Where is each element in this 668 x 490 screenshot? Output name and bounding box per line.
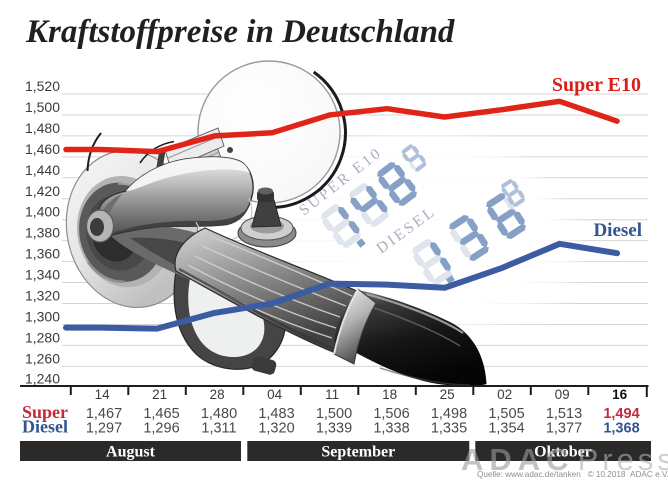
svg-text:ADACPresse: ADACPresse (461, 442, 668, 477)
svg-text:1,494: 1,494 (603, 406, 639, 422)
svg-text:1,400: 1,400 (25, 204, 60, 220)
svg-text:Super E10: Super E10 (552, 74, 641, 96)
svg-text:02: 02 (497, 387, 512, 402)
svg-text:Oktober: Oktober (534, 444, 592, 461)
svg-text:11: 11 (325, 387, 339, 402)
svg-text:1,500: 1,500 (25, 99, 60, 115)
svg-text:1,380: 1,380 (25, 225, 60, 241)
svg-text:1,498: 1,498 (431, 406, 467, 422)
svg-text:1,420: 1,420 (25, 183, 60, 199)
svg-text:1,460: 1,460 (25, 141, 60, 157)
svg-text:Super: Super (22, 402, 68, 422)
svg-text:04: 04 (267, 387, 283, 402)
svg-text:Diesel: Diesel (22, 417, 68, 437)
svg-text:16: 16 (612, 387, 628, 402)
svg-text:1,354: 1,354 (488, 421, 524, 437)
svg-text:21: 21 (152, 387, 167, 402)
svg-text:1,506: 1,506 (373, 406, 409, 422)
svg-text:1,338: 1,338 (373, 421, 409, 437)
svg-text:14: 14 (95, 387, 111, 402)
svg-text:Diesel: Diesel (593, 220, 642, 241)
svg-text:1,465: 1,465 (143, 406, 179, 422)
svg-text:1,240: 1,240 (25, 370, 60, 386)
svg-text:1,500: 1,500 (316, 406, 352, 422)
svg-text:1,320: 1,320 (25, 288, 60, 304)
svg-text:1,513: 1,513 (546, 406, 582, 422)
svg-text:1,480: 1,480 (201, 406, 237, 422)
svg-text:1,311: 1,311 (201, 421, 236, 437)
svg-text:1,480: 1,480 (25, 120, 60, 136)
svg-text:1,440: 1,440 (25, 162, 60, 178)
svg-text:1,297: 1,297 (86, 421, 122, 437)
svg-text:1,360: 1,360 (25, 246, 60, 262)
svg-text:1,467: 1,467 (86, 406, 122, 422)
svg-text:1,340: 1,340 (25, 267, 60, 283)
svg-text:1,368: 1,368 (603, 421, 639, 437)
svg-text:August: August (106, 444, 156, 461)
svg-text:1,296: 1,296 (143, 421, 179, 437)
svg-text:1,300: 1,300 (25, 308, 60, 324)
svg-text:1,377: 1,377 (546, 421, 582, 437)
svg-text:1,483: 1,483 (258, 406, 294, 422)
svg-text:1,280: 1,280 (25, 329, 60, 345)
svg-text:09: 09 (555, 387, 570, 402)
svg-text:1,335: 1,335 (431, 421, 467, 437)
svg-text:18: 18 (382, 387, 397, 402)
svg-text:September: September (321, 444, 395, 461)
svg-text:Quelle: www.adac.de/tanken ©: Quelle: www.adac.de/tanken © 10.2018 ADA… (477, 470, 668, 479)
svg-text:1,505: 1,505 (488, 406, 524, 422)
svg-text:1,520: 1,520 (25, 78, 60, 94)
svg-text:Kraftstoffpreise in Deutschlan: Kraftstoffpreise in Deutschland (25, 14, 455, 50)
svg-text:1,320: 1,320 (258, 421, 294, 437)
svg-text:28: 28 (210, 387, 225, 402)
svg-text:1,339: 1,339 (316, 421, 352, 437)
svg-text:25: 25 (440, 387, 455, 402)
svg-text:1,260: 1,260 (25, 350, 60, 366)
